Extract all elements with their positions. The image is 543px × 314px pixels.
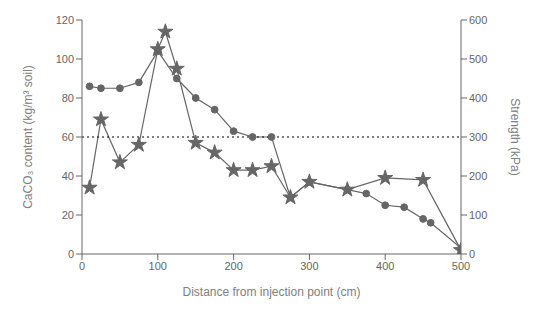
svg-text:100: 100 bbox=[469, 209, 487, 221]
svg-text:500: 500 bbox=[452, 260, 470, 272]
svg-text:60: 60 bbox=[62, 131, 74, 143]
svg-text:300: 300 bbox=[300, 260, 318, 272]
svg-text:100: 100 bbox=[56, 53, 74, 65]
svg-text:400: 400 bbox=[376, 260, 394, 272]
svg-text:20: 20 bbox=[62, 209, 74, 221]
svg-text:200: 200 bbox=[224, 260, 242, 272]
svg-text:100: 100 bbox=[149, 260, 167, 272]
svg-text:Distance from injection point: Distance from injection point (cm) bbox=[182, 285, 360, 299]
svg-text:CaCO₃ content (kg/m³ soil): CaCO₃ content (kg/m³ soil) bbox=[21, 65, 35, 209]
svg-text:Strength (kPa): Strength (kPa) bbox=[508, 98, 522, 175]
svg-text:200: 200 bbox=[469, 170, 487, 182]
svg-text:0: 0 bbox=[79, 260, 85, 272]
svg-text:0: 0 bbox=[469, 248, 475, 260]
svg-text:400: 400 bbox=[469, 92, 487, 104]
svg-text:40: 40 bbox=[62, 170, 74, 182]
svg-text:500: 500 bbox=[469, 53, 487, 65]
svg-text:120: 120 bbox=[56, 14, 74, 26]
svg-text:300: 300 bbox=[469, 131, 487, 143]
svg-text:80: 80 bbox=[62, 92, 74, 104]
svg-text:0: 0 bbox=[68, 248, 74, 260]
svg-text:600: 600 bbox=[469, 14, 487, 26]
